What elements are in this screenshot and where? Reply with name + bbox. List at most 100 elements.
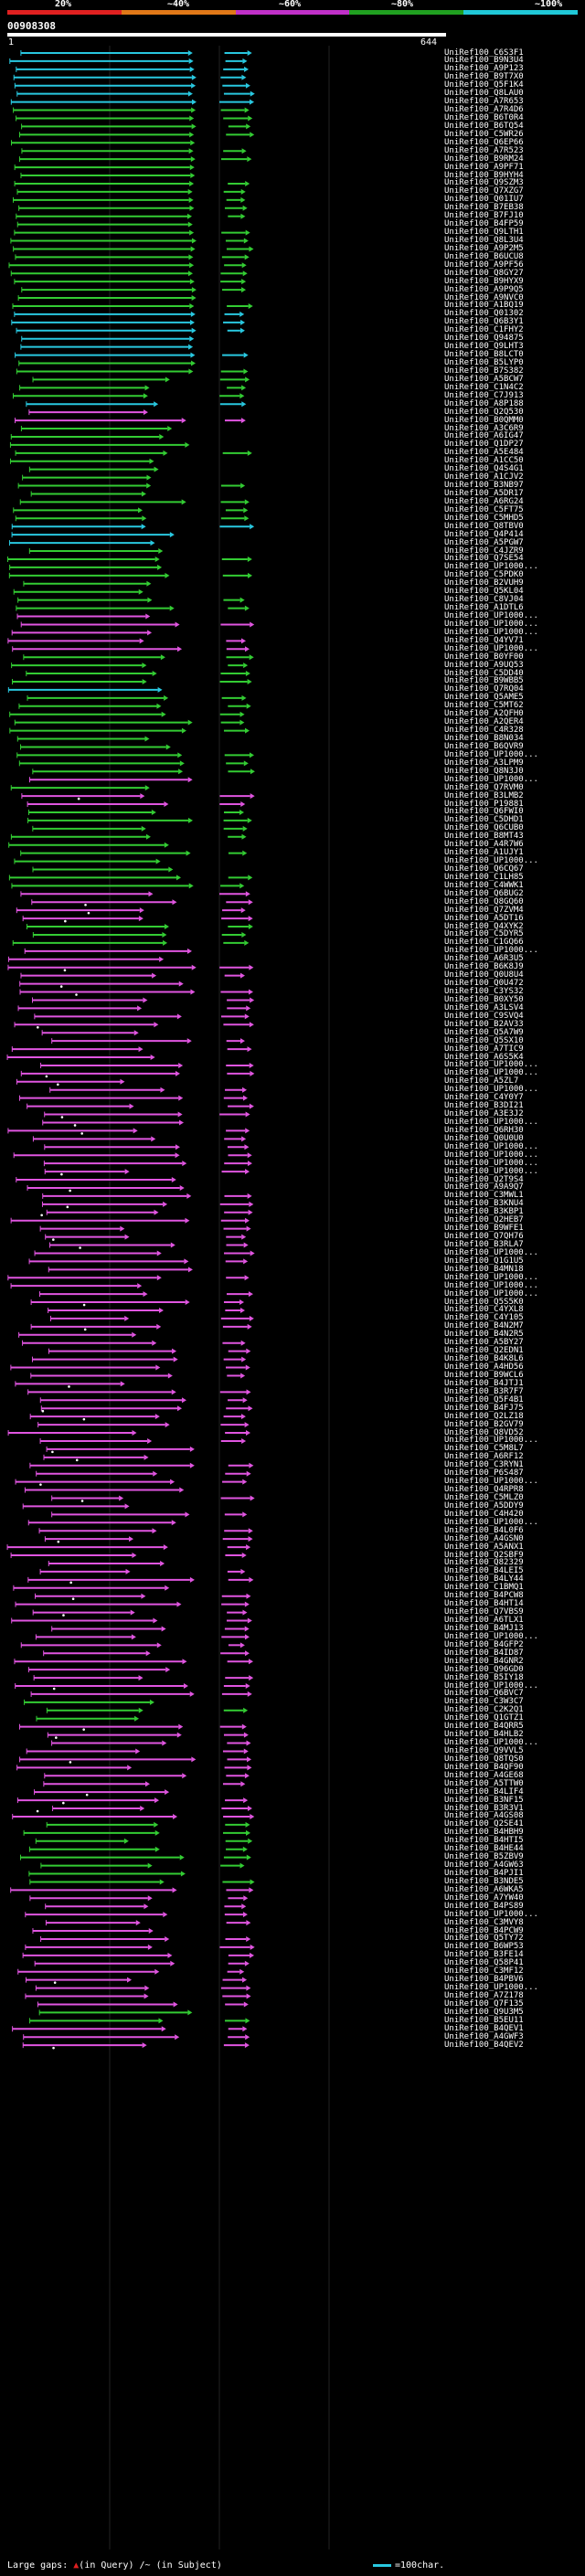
hit-label[interactable]: UniRef100_A1CJV2 bbox=[444, 472, 524, 482]
hit-label[interactable]: UniRef100_A5BY27 bbox=[444, 1338, 524, 1348]
hit-label[interactable]: UniRef100_B3KBP1 bbox=[444, 1207, 524, 1217]
hit-label[interactable]: UniRef100_Q7RVM0 bbox=[444, 782, 524, 792]
hit-label[interactable]: UniRef100_C1GQ66 bbox=[444, 938, 524, 948]
hit-label[interactable]: UniRef100_A9P123 bbox=[444, 64, 524, 74]
hit-label[interactable]: UniRef100_A7YW40 bbox=[444, 1892, 524, 1903]
hit-label[interactable]: UniRef100_B4HBH9 bbox=[444, 1828, 524, 1838]
hit-label[interactable]: UniRef100_A3E3J2 bbox=[444, 1109, 524, 1119]
hit-label[interactable]: UniRef100_UP1000... bbox=[444, 1272, 538, 1282]
hit-label[interactable]: UniRef100_B8MT43 bbox=[444, 832, 524, 842]
hit-label[interactable]: UniRef100_B4PS89 bbox=[444, 1901, 524, 1911]
hit-label[interactable]: UniRef100_Q6FWI0 bbox=[444, 807, 524, 817]
hit-label[interactable]: UniRef100_B0XY50 bbox=[444, 994, 524, 1004]
hit-label[interactable]: UniRef100_B4PJI1 bbox=[444, 1869, 524, 1878]
hit-label[interactable]: UniRef100_A8P188 bbox=[444, 398, 524, 408]
hit-label[interactable]: UniRef100_B8N034 bbox=[444, 734, 524, 744]
hit-label[interactable]: UniRef100_UP1000... bbox=[444, 1085, 538, 1095]
hit-label[interactable]: UniRef100_Q7RQ04 bbox=[444, 684, 524, 694]
hit-label[interactable]: UniRef100_A1DTL6 bbox=[444, 603, 524, 613]
hit-label[interactable]: UniRef100_A5DR17 bbox=[444, 488, 524, 498]
hit-label[interactable]: UniRef100_Q4YV71 bbox=[444, 635, 524, 645]
hit-label[interactable]: UniRef100_B7EB38 bbox=[444, 203, 524, 213]
hit-label[interactable]: UniRef100_Q58P41 bbox=[444, 1958, 524, 1968]
hit-label[interactable]: UniRef100_Q5S5K0 bbox=[444, 1297, 524, 1307]
hit-label[interactable]: UniRef100_B4HE44 bbox=[444, 1844, 524, 1854]
hit-label[interactable]: UniRef100_A3LSV4 bbox=[444, 1002, 524, 1012]
hit-label[interactable]: UniRef100_B5ZBV9 bbox=[444, 1852, 524, 1862]
hit-label[interactable]: UniRef100_UP1000... bbox=[444, 1477, 538, 1487]
hit-label[interactable]: UniRef100_C5DYR5 bbox=[444, 929, 524, 939]
hit-label[interactable]: UniRef100_B9RM24 bbox=[444, 154, 524, 164]
hit-label[interactable]: UniRef100_B9HYX9 bbox=[444, 276, 524, 286]
hit-label[interactable]: UniRef100_Q8L3U4 bbox=[444, 236, 524, 245]
hit-label[interactable]: UniRef100_UP1000... bbox=[444, 946, 538, 956]
hit-label[interactable]: UniRef100_B4HLB2 bbox=[444, 1730, 524, 1740]
hit-label[interactable]: UniRef100_B4LEI5 bbox=[444, 1566, 524, 1576]
hit-label[interactable]: UniRef100_Q5F4B1 bbox=[444, 1394, 524, 1405]
hit-label[interactable]: UniRef100_B4N2M7 bbox=[444, 1321, 524, 1331]
hit-label[interactable]: UniRef100_Q7QH76 bbox=[444, 1232, 524, 1242]
hit-label[interactable]: UniRef100_C5PDK0 bbox=[444, 570, 524, 580]
hit-label[interactable]: UniRef100_Q9SZM3 bbox=[444, 178, 524, 188]
hit-label[interactable]: UniRef100_B4GNR2 bbox=[444, 1656, 524, 1666]
hit-label[interactable]: UniRef100_A5PGW7 bbox=[444, 537, 524, 547]
hit-label[interactable]: UniRef100_B4K8L6 bbox=[444, 1354, 524, 1364]
hit-label[interactable]: UniRef100_Q1GTZ1 bbox=[444, 1713, 524, 1723]
hit-label[interactable]: UniRef100_Q8GY27 bbox=[444, 268, 524, 278]
hit-label[interactable]: UniRef100_C6S3F1 bbox=[444, 48, 524, 58]
hit-label[interactable]: UniRef100_UP1000... bbox=[444, 1158, 538, 1168]
hit-label[interactable]: UniRef100_B2GV79 bbox=[444, 1419, 524, 1429]
hit-label[interactable]: UniRef100_C3W3C7 bbox=[444, 1697, 524, 1707]
hit-label[interactable]: UniRef100_Q6BVC7 bbox=[444, 1689, 524, 1699]
hit-label[interactable]: UniRef100_B2VUH9 bbox=[444, 578, 524, 588]
hit-label[interactable]: UniRef100_B7FJ10 bbox=[444, 211, 524, 221]
hit-label[interactable]: UniRef100_B0YF00 bbox=[444, 652, 524, 662]
hit-label[interactable]: UniRef100_B3NB97 bbox=[444, 481, 524, 491]
hit-label[interactable]: UniRef100_C9SVQ4 bbox=[444, 1011, 524, 1021]
hit-label[interactable]: UniRef100_B5LYP0 bbox=[444, 358, 524, 368]
hit-label[interactable]: UniRef100_C4R328 bbox=[444, 726, 524, 736]
hit-label[interactable]: UniRef100_B6UCU8 bbox=[444, 251, 524, 261]
hit-label[interactable]: UniRef100_UP1000... bbox=[444, 1909, 538, 1919]
hit-label[interactable]: UniRef100_B4FP59 bbox=[444, 219, 524, 229]
hit-label[interactable]: UniRef100_B4ID87 bbox=[444, 1648, 524, 1658]
hit-label[interactable]: UniRef100_Q6RH30 bbox=[444, 1125, 524, 1135]
hit-label[interactable]: UniRef100_Q7VBS9 bbox=[444, 1607, 524, 1617]
hit-label[interactable]: UniRef100_B3NDE5 bbox=[444, 1876, 524, 1886]
hit-label[interactable]: UniRef100_UP1000... bbox=[444, 1680, 538, 1691]
hit-label[interactable]: UniRef100_UP1000... bbox=[444, 1288, 538, 1299]
hit-label[interactable]: UniRef100_UP1000... bbox=[444, 1436, 538, 1446]
hit-label[interactable]: UniRef100_A9UQ53 bbox=[444, 660, 524, 670]
hit-label[interactable]: UniRef100_B4QRR5 bbox=[444, 1722, 524, 1732]
hit-label[interactable]: UniRef100_UP1000... bbox=[444, 1280, 538, 1290]
hit-label[interactable]: UniRef100_A6RF12 bbox=[444, 1452, 524, 1462]
hit-label[interactable]: UniRef100_B4GFP2 bbox=[444, 1639, 524, 1649]
hit-label[interactable]: UniRef100_Q9LHT3 bbox=[444, 342, 524, 352]
hit-label[interactable]: UniRef100_A2QFH0 bbox=[444, 709, 524, 719]
hit-label[interactable]: UniRef100_B3R3V1 bbox=[444, 1803, 524, 1813]
hit-label[interactable]: UniRef100_Q2EDN1 bbox=[444, 1346, 524, 1356]
hit-label[interactable]: UniRef100_B3R7F7 bbox=[444, 1386, 524, 1396]
hit-label[interactable]: UniRef100_Q5SX10 bbox=[444, 1035, 524, 1045]
hit-label[interactable]: UniRef100_Q8VD52 bbox=[444, 1427, 524, 1437]
hit-label[interactable]: UniRef100_B6K8J9 bbox=[444, 962, 524, 972]
hit-label[interactable]: UniRef100_B9WBB5 bbox=[444, 676, 524, 686]
hit-label[interactable]: UniRef100_C4WWK1 bbox=[444, 880, 524, 890]
hit-label[interactable]: UniRef100_B3DI21 bbox=[444, 1101, 524, 1111]
hit-label[interactable]: UniRef100_A4GSN0 bbox=[444, 1533, 524, 1543]
hit-label[interactable]: UniRef100_A1BQ19 bbox=[444, 301, 524, 311]
hit-label[interactable]: UniRef100_Q7XZG7 bbox=[444, 186, 524, 196]
hit-label[interactable]: UniRef100_B4FJ75 bbox=[444, 1403, 524, 1413]
hit-label[interactable]: UniRef100_Q7ZVM4 bbox=[444, 905, 524, 915]
hit-label[interactable]: UniRef100_C4JZR9 bbox=[444, 546, 524, 556]
hit-label[interactable]: UniRef100_B4L0F6 bbox=[444, 1525, 524, 1535]
hit-label[interactable]: UniRef100_B9T7X0 bbox=[444, 72, 524, 82]
hit-label[interactable]: UniRef100_B6TQ54 bbox=[444, 121, 524, 131]
hit-label[interactable]: UniRef100_B9N3U4 bbox=[444, 56, 524, 66]
hit-label[interactable]: UniRef100_B4QEV2 bbox=[444, 2040, 524, 2050]
hit-label[interactable]: UniRef100_UP1000... bbox=[444, 619, 538, 629]
hit-label[interactable]: UniRef100_Q5A7W9 bbox=[444, 1027, 524, 1037]
hit-label[interactable]: UniRef100_A5E484 bbox=[444, 448, 524, 458]
hit-label[interactable]: UniRef100_Q0U472 bbox=[444, 979, 524, 989]
hit-label[interactable]: UniRef100_C1LH85 bbox=[444, 872, 524, 882]
